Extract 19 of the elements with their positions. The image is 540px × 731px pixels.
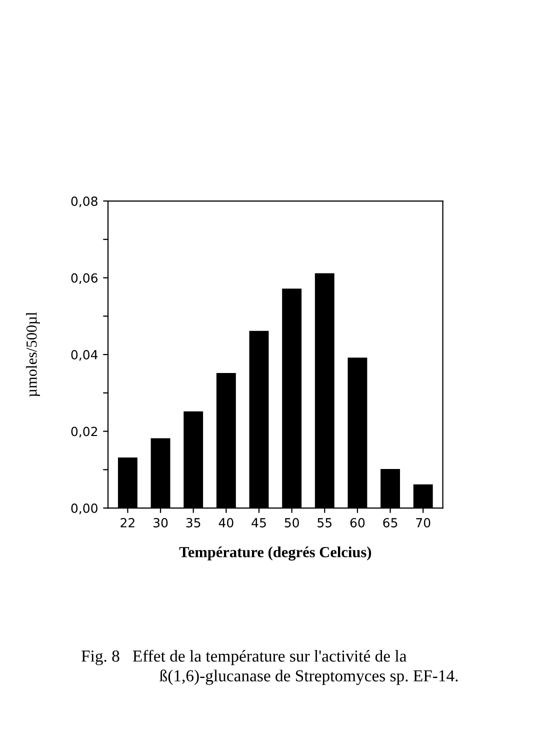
y-axis-title: µmoles/500µl [26,312,40,397]
x-tick-label: 65 [383,518,398,528]
x-tick-label: 45 [252,518,266,528]
y-tick-label: 0,00 [71,504,98,514]
x-axis-title: Température (degrés Celcius) [179,546,372,561]
x-tick-label: 70 [416,518,430,528]
x-tick-label: 60 [350,518,365,528]
caption: Fig. 8 Effet de la température sur l'activité de la [81,650,407,666]
y-tick-label: 0,04 [71,350,98,361]
text: ß(1,6)-glucanase de Streptomyces sp. EF-14. [159,670,458,685]
y-tick-label: 0,08 [71,196,98,208]
x-tick-label: 35 [186,518,200,528]
x-tick-label: 50 [284,518,299,528]
x-tick-label: 30 [154,518,168,528]
x-tick-label: 55 [318,518,332,528]
y-tick-label: 0,02 [71,426,98,438]
x-tick-label: 40 [218,518,234,528]
y-tick-label: 0,06 [71,273,98,284]
x-tick-label: 22 [120,518,134,528]
